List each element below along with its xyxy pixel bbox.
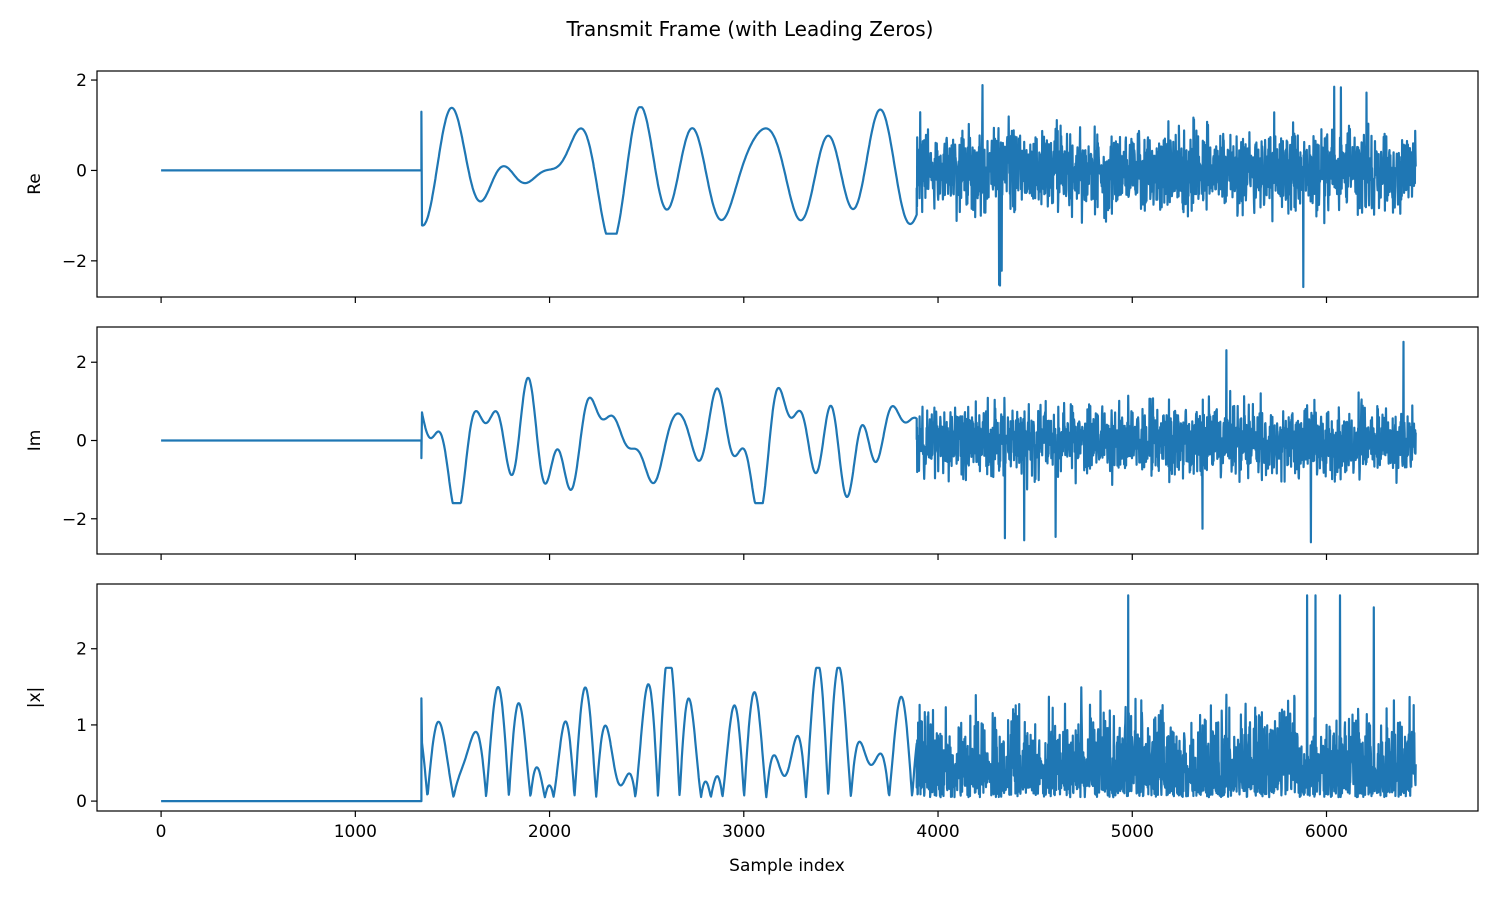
series-line <box>161 594 1417 803</box>
subplot-3: 0 1 2 0 1000 2000 3000 4000 5000 6000 |x| <box>25 583 1479 842</box>
y-axis-label: Im <box>25 430 45 452</box>
subplot-1: −2 0 2 Re <box>25 70 1479 303</box>
y-tick-label: 2 <box>76 353 87 373</box>
x-tick-label: 6000 <box>1305 822 1348 842</box>
y-tick-label: 0 <box>76 792 87 812</box>
x-tick-label: 4000 <box>916 822 959 842</box>
series-line <box>161 84 1417 289</box>
y-tick-label: 2 <box>76 640 87 660</box>
axes-frame <box>96 70 1479 298</box>
y-tick-label: −2 <box>62 252 87 272</box>
y-tick-label: 0 <box>76 432 87 452</box>
y-axis-label: |x| <box>25 687 45 709</box>
x-axis-label: Sample index <box>729 856 845 876</box>
y-tick-label: 1 <box>76 716 87 736</box>
series-line <box>161 340 1417 544</box>
y-tick-label: 2 <box>76 71 87 91</box>
y-tick-label: 0 <box>76 161 87 181</box>
x-tick-label: 5000 <box>1111 822 1154 842</box>
x-tick-label: 1000 <box>334 822 377 842</box>
x-tick-label: 3000 <box>722 822 765 842</box>
y-tick-label: −2 <box>62 510 87 530</box>
chart-title: Transmit Frame (with Leading Zeros) <box>566 17 934 41</box>
x-tick-label: 2000 <box>528 822 571 842</box>
x-tick-label: 0 <box>156 822 167 842</box>
subplot-2: −2 0 2 Im <box>25 326 1479 560</box>
y-axis-label: Re <box>25 173 45 195</box>
axes-frame <box>96 583 1479 812</box>
